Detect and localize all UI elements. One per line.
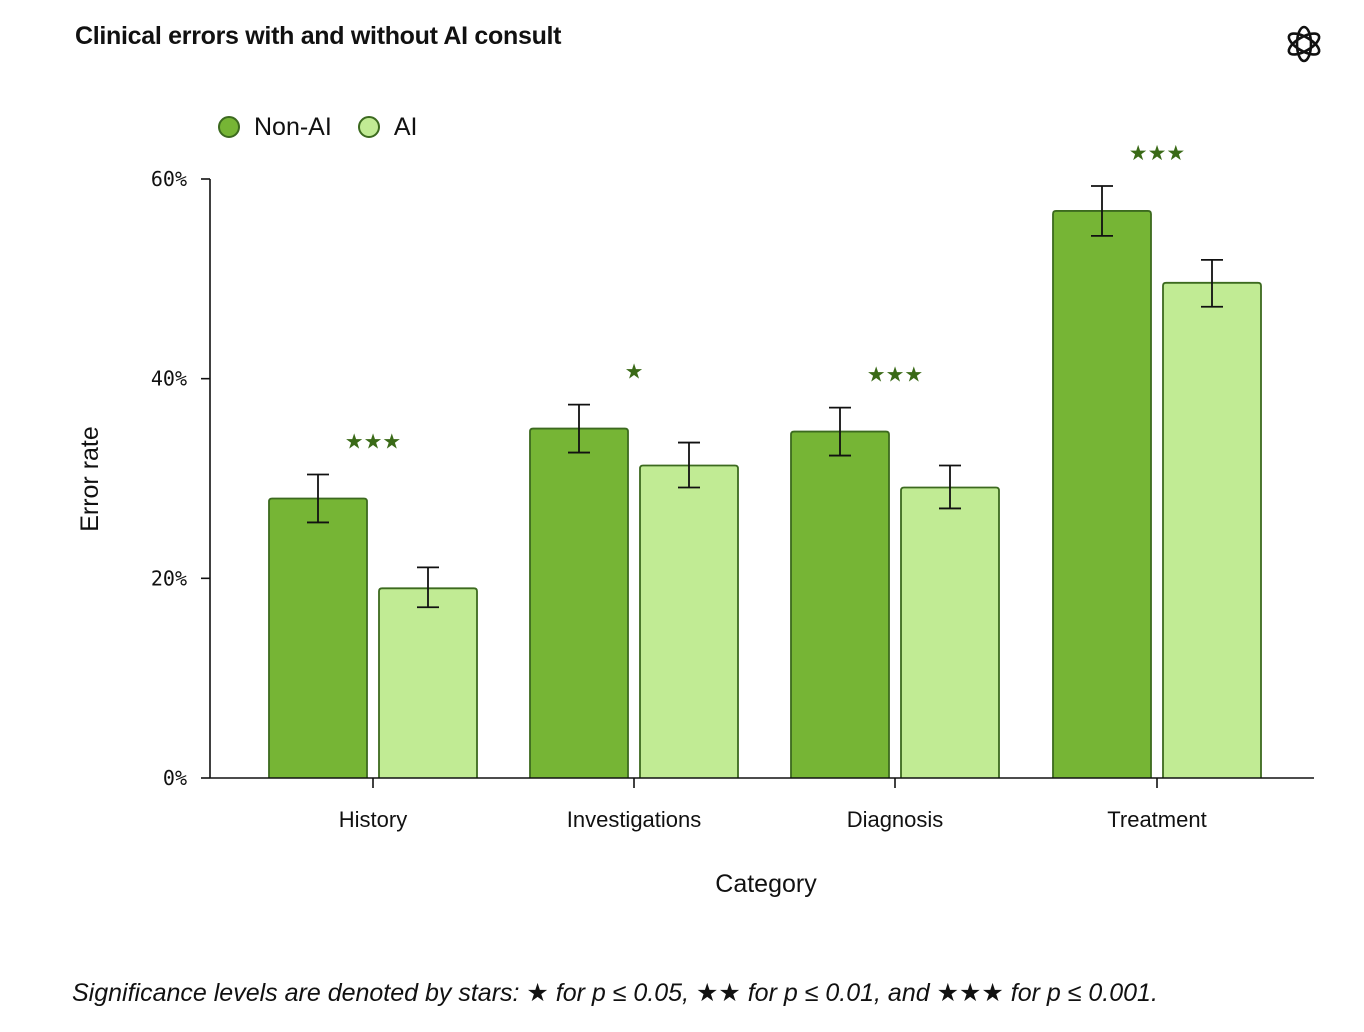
y-tick-label: 40% <box>151 367 187 391</box>
y-tick-label: 60% <box>151 167 187 191</box>
bar-diagnosis-ai <box>900 486 1000 778</box>
x-tick-label-diagnosis: Diagnosis <box>847 807 944 832</box>
legend-item-ai: AI <box>357 112 418 142</box>
chart-title: Clinical errors with and without AI cons… <box>75 22 562 50</box>
bar-diagnosis-non-ai <box>790 430 890 778</box>
y-axis-label: Error rate <box>76 426 104 532</box>
legend-item-non-ai: Non-AI <box>218 113 332 142</box>
y-tick-label: 0% <box>163 766 187 790</box>
x-tick-label-treatment: Treatment <box>1107 807 1206 832</box>
significance-footnote: Significance levels are denoted by stars… <box>72 979 1158 1007</box>
bar-treatment-ai <box>1162 281 1262 778</box>
bar-treatment-non-ai <box>1052 210 1152 778</box>
legend-label-non-ai: Non-AI <box>254 112 332 141</box>
bar-investigations-ai <box>639 464 739 778</box>
chart-legend: Non-AI AI <box>218 110 443 144</box>
x-axis-label: Category <box>715 870 817 898</box>
legend-swatch-ai <box>357 116 380 138</box>
legend-label-ai: AI <box>393 112 418 141</box>
significance-stars-diagnosis: ★★★ <box>867 363 923 387</box>
bar-history-non-ai <box>268 497 368 778</box>
x-tick-label-investigations: Investigations <box>567 807 702 832</box>
significance-stars-history: ★★★ <box>345 430 401 454</box>
significance-stars-treatment: ★★★ <box>1129 141 1185 165</box>
y-tick-label: 20% <box>151 566 187 590</box>
x-tick-label-history: History <box>339 807 407 832</box>
significance-stars-investigations: ★ <box>625 360 644 384</box>
openai-logo-icon <box>1287 25 1321 63</box>
bar-history-ai <box>378 587 478 778</box>
bar-investigations-non-ai <box>529 427 629 778</box>
bar-chart: 0% 20% 40% 60% ★★★ History ★ Investigations ★★★ D… <box>76 141 1314 898</box>
legend-swatch-non-ai <box>218 116 240 138</box>
